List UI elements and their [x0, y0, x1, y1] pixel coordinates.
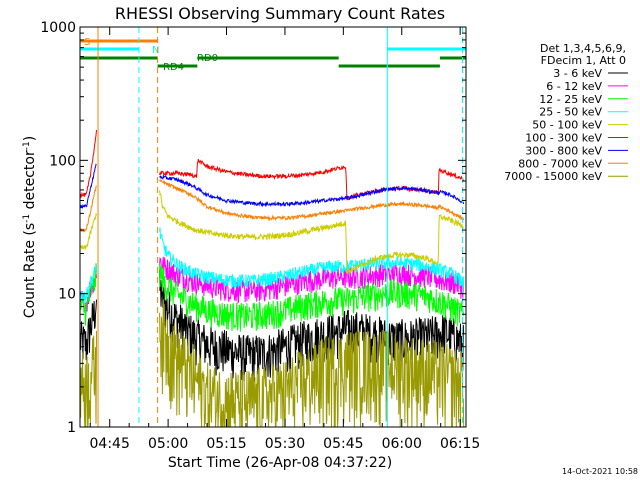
- series-line-4-pre: [79, 213, 97, 250]
- x-axis-label: Start Time (26-Apr-08 04:37:22): [168, 455, 392, 471]
- flag-label-rd0: RD0: [197, 53, 218, 64]
- y-tick-label-0: 1: [67, 420, 76, 436]
- legend-label-0: 3 - 6 keV: [553, 67, 602, 80]
- legend-label-5: 100 - 300 keV: [525, 132, 602, 145]
- series-line-4-post: [159, 190, 465, 275]
- legend-label-4: 50 - 100 keV: [532, 119, 602, 132]
- series-line-1-post: [159, 256, 465, 305]
- y-axis-label-exp1: -1: [22, 214, 32, 223]
- flag-label-n: N: [152, 45, 159, 56]
- y-tick-label-3: 1000: [40, 20, 76, 36]
- y-tick-label-2: 100: [49, 153, 76, 169]
- x-tick-label-0: 04:45: [90, 436, 130, 452]
- series-line-6-post: [159, 174, 465, 208]
- series-line-6-pre: [80, 163, 97, 210]
- y-axis-label-main: Count Rate (s: [22, 223, 38, 318]
- x-tick-label-4: 05:45: [323, 436, 363, 452]
- y-ticks: 1 10 100 1000: [40, 20, 466, 436]
- series-line-2-post: [159, 263, 465, 332]
- legend-label-6: 300 - 800 keV: [525, 144, 602, 157]
- chart-title: RHESSI Observing Summary Count Rates: [115, 4, 445, 23]
- series-line-7-post: [159, 179, 465, 222]
- series-line-7-pre: [79, 185, 97, 233]
- y-axis-label-exp2: -1: [22, 141, 32, 150]
- legend-label-2: 12 - 25 keV: [539, 93, 602, 106]
- x-tick-label-3: 05:30: [265, 436, 305, 452]
- flag-label-rd4: RD4: [163, 62, 184, 73]
- legend-header-1: FDecim 1, Att 0: [541, 54, 626, 67]
- flag-bars: S N RD0 RD4: [80, 37, 466, 73]
- legend-label-7: 800 - 7000 keV: [518, 157, 602, 170]
- series-line-0-post: [159, 269, 465, 382]
- legend-label-8: 7000 - 15000 keV: [504, 170, 602, 183]
- y-tick-label-1: 10: [58, 287, 76, 303]
- attenuator-vlines: [97, 27, 463, 427]
- x-tick-label-5: 06:00: [382, 436, 422, 452]
- series-line-8-pre: [79, 330, 97, 428]
- legend: Det 1,3,4,5,6,9,FDecim 1, Att 03 - 6 keV…: [504, 42, 628, 183]
- x-tick-label-2: 05:15: [206, 436, 246, 452]
- x-ticks: 04:45 05:00 05:15 05:30 05:45 06:00 06:15: [90, 27, 480, 452]
- y-axis-label-close: ): [22, 136, 38, 141]
- legend-header-0: Det 1,3,4,5,6,9,: [540, 42, 626, 55]
- plot-frame: [79, 26, 467, 428]
- series-line-8-post: [159, 299, 465, 428]
- flag-label-s: S: [84, 37, 90, 48]
- legend-label-3: 25 - 50 keV: [539, 106, 602, 119]
- x-tick-label-6: 06:15: [440, 436, 480, 452]
- y-axis-label-mid: detector: [22, 150, 38, 214]
- series-line-5-pre: [79, 129, 97, 199]
- legend-label-1: 6 - 12 keV: [546, 80, 602, 93]
- y-axis-label: Count Rate (s-1 detector-1): [22, 136, 38, 318]
- footer-date: 14-Oct-2021 10:58: [562, 467, 638, 476]
- data-series: [79, 129, 465, 428]
- series-line-3-post: [159, 227, 465, 290]
- x-tick-label-1: 05:00: [148, 436, 188, 452]
- series-line-3-pre: [79, 264, 97, 303]
- series-line-2-pre: [79, 263, 97, 326]
